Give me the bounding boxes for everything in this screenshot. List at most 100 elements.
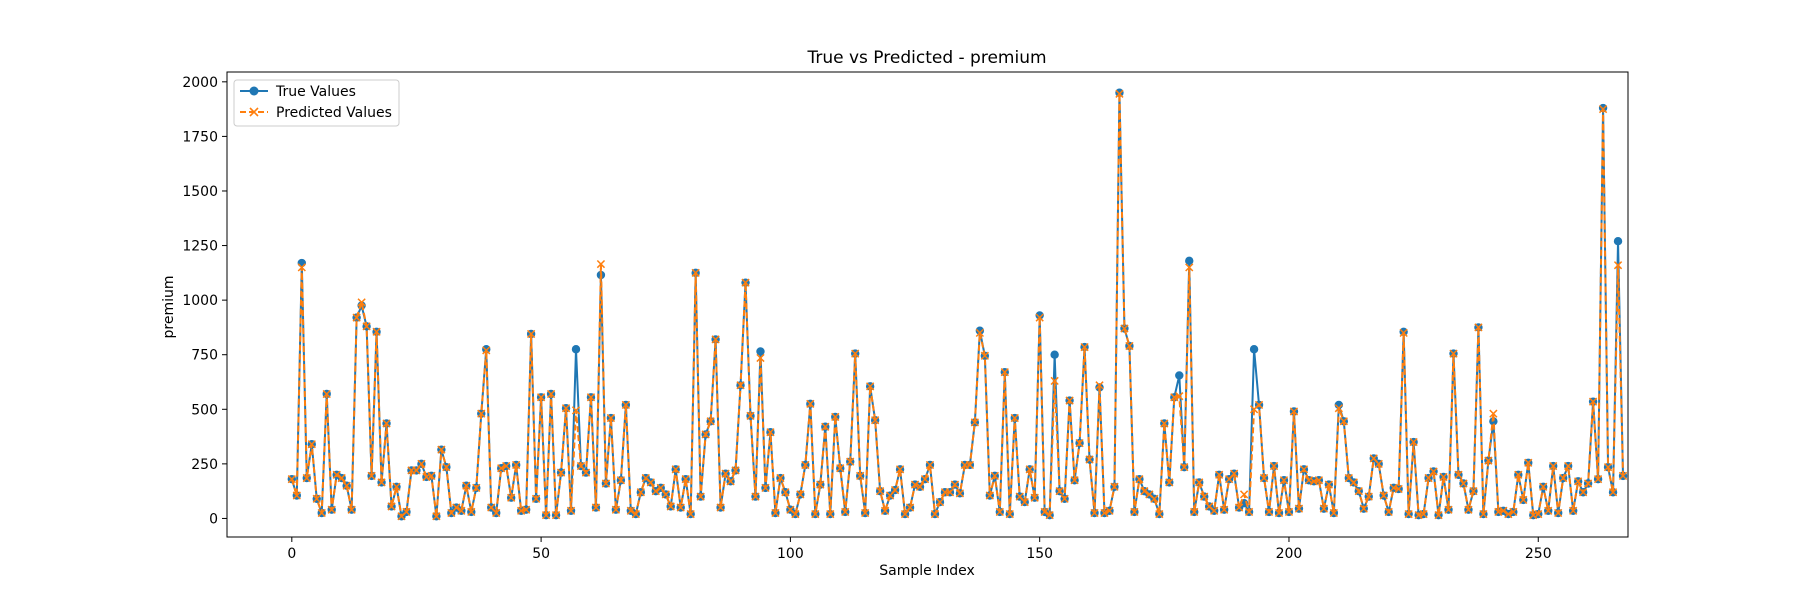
predicted-value-point	[377, 478, 386, 487]
predicted-value-point	[681, 475, 690, 484]
predicted-value-point	[352, 313, 361, 322]
predicted-value-point	[437, 445, 446, 454]
predicted-value-point	[492, 508, 501, 518]
predicted-value-point	[1613, 261, 1623, 270]
true-value-point	[482, 345, 491, 354]
predicted-value-point	[1324, 480, 1333, 489]
legend-true-marker	[249, 86, 259, 96]
predicted-value-point	[801, 460, 810, 470]
predicted-value-point	[816, 480, 825, 489]
predicted-value-point	[1608, 488, 1618, 497]
predicted-value-point	[1085, 455, 1094, 464]
predicted-value-point	[751, 492, 760, 501]
predicted-value-point	[1000, 368, 1009, 377]
predicted-value-point	[1394, 484, 1403, 494]
predicted-value-point	[930, 509, 940, 519]
predicted-value-point	[1264, 507, 1274, 517]
predicted-value-point	[1125, 341, 1134, 351]
true-value-point	[1399, 327, 1408, 336]
predicted-value-point	[975, 328, 984, 338]
predicted-value-point	[900, 509, 910, 519]
predicted-value-point	[1514, 470, 1523, 479]
legend: True Values Predicted Values	[233, 79, 400, 127]
predicted-value-point	[1554, 508, 1563, 518]
y-tick-label: 1750	[182, 129, 218, 145]
predicted-value-point	[1564, 461, 1573, 471]
predicted-value-point	[671, 465, 680, 474]
predicted-value-point	[1005, 509, 1014, 519]
predicted-value-point	[831, 412, 840, 422]
predicted-value-point	[1504, 509, 1513, 519]
predicted-value-point	[1588, 397, 1598, 406]
predicted-value-point	[631, 509, 640, 519]
predicted-value-point	[1539, 482, 1548, 491]
predicted-value-point	[1349, 478, 1358, 487]
predicted-value-point	[1195, 478, 1204, 487]
predicted-value-point	[497, 464, 506, 473]
predicted-value-point	[427, 471, 436, 481]
predicted-value-point	[1469, 487, 1478, 496]
predicted-value-point	[1454, 470, 1463, 479]
predicted-value-point	[402, 507, 411, 517]
predicted-value-point	[302, 473, 311, 483]
y-tick-label: 1500	[182, 184, 218, 200]
predicted-value-point	[576, 461, 586, 471]
x-tick-label: 150	[1026, 546, 1053, 562]
predicted-value-point	[1130, 507, 1139, 517]
predicted-value-point	[1598, 104, 1608, 114]
predicted-value-point	[1175, 392, 1184, 401]
predicted-value-point	[1210, 506, 1219, 515]
predicted-value-point	[322, 389, 331, 399]
predicted-value-point	[1424, 473, 1433, 483]
predicted-value-point	[950, 480, 960, 489]
predicted-value-point	[392, 482, 401, 491]
predicted-value-point	[1080, 342, 1089, 352]
predicted-value-point	[611, 505, 621, 514]
predicted-value-point	[507, 493, 516, 502]
predicted-value-point	[452, 503, 461, 512]
predicted-value-point	[646, 478, 655, 487]
true-value-point	[1175, 371, 1184, 380]
predicted-value-point	[1254, 400, 1264, 410]
x-tick-label: 50	[532, 546, 550, 562]
predicted-value-point	[541, 511, 551, 520]
predicted-value-point	[766, 428, 775, 437]
plot-frame	[226, 71, 1629, 538]
predicted-value-point	[876, 487, 885, 496]
predicted-value-point	[367, 471, 376, 481]
predicted-value-point	[1279, 476, 1289, 485]
predicted-value-point	[1150, 494, 1159, 503]
predicted-value-point	[551, 511, 561, 520]
predicted-value-point	[811, 509, 820, 519]
predicted-value-point	[806, 399, 815, 408]
predicted-value-point	[1354, 487, 1363, 496]
predicted-value-point	[1569, 506, 1578, 515]
plot-area	[287, 88, 1628, 521]
true-value-point	[297, 258, 306, 268]
predicted-value-point	[536, 393, 546, 402]
predicted-value-point	[1593, 475, 1603, 484]
predicted-value-point	[1379, 491, 1388, 500]
predicted-values-line	[290, 92, 1625, 518]
predicted-value-point	[915, 482, 925, 491]
predicted-value-point	[482, 346, 491, 355]
predicted-value-point	[1474, 323, 1483, 332]
predicted-value-point	[342, 481, 351, 490]
predicted-value-point	[1050, 376, 1059, 386]
predicted-value-point	[467, 507, 476, 517]
predicted-value-point	[1544, 506, 1553, 515]
predicted-value-point	[387, 502, 396, 511]
predicted-value-point	[716, 503, 725, 512]
predicted-value-point	[1384, 507, 1393, 517]
predicted-value-point	[502, 461, 511, 471]
predicted-value-point	[1364, 492, 1373, 501]
predicted-value-point	[522, 505, 531, 514]
predicted-value-point	[591, 503, 601, 512]
predicted-value-point	[1289, 407, 1299, 416]
predicted-value-point	[1294, 504, 1304, 513]
predicted-value-point	[1404, 509, 1413, 519]
predicted-value-point	[846, 457, 855, 466]
predicted-value-point	[1479, 509, 1488, 519]
predicted-value-point	[1075, 438, 1084, 448]
predicted-value-point	[526, 329, 536, 339]
